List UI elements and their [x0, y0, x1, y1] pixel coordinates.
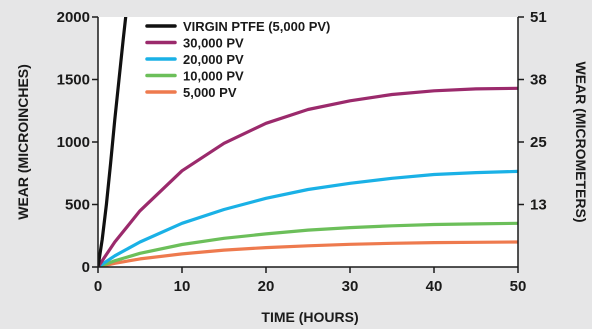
legend-label-3: 10,000 PV — [183, 69, 244, 84]
y-axis-title: WEAR (MICROINCHES) — [15, 64, 31, 220]
y-tick-label: 500 — [65, 197, 90, 214]
y-tick-label: 1500 — [57, 72, 90, 89]
x-tick-label: 0 — [94, 278, 102, 295]
y-tick-label: 1000 — [57, 134, 90, 151]
x-axis-title: TIME (HOURS) — [261, 309, 358, 325]
axes — [92, 16, 524, 273]
x-tick-label: 40 — [426, 278, 443, 295]
x-tick-label: 50 — [510, 278, 527, 295]
y2-tick-label: 13 — [530, 197, 547, 214]
series-line-0 — [98, 17, 128, 267]
x-tick-label: 20 — [258, 278, 275, 295]
legend-label-1: 30,000 PV — [183, 36, 244, 51]
x-tick-label: 10 — [174, 278, 191, 295]
y2-tick-label: 51 — [530, 9, 547, 26]
x-tick-label: 30 — [342, 278, 359, 295]
y-tick-label: 0 — [82, 259, 90, 276]
series-line-2 — [98, 169, 518, 267]
y2-axis-title: WEAR (MICROMETERS) — [573, 62, 589, 223]
y-tick-label: 2000 — [57, 9, 90, 26]
legend-label-4: 5,000 PV — [183, 85, 237, 100]
series-line-1 — [98, 86, 518, 267]
series-line-4 — [98, 240, 518, 267]
series-lines — [98, 17, 518, 267]
y2-tick-label: 25 — [530, 134, 547, 151]
y2-tick-label: 38 — [530, 72, 547, 89]
series-line-3 — [98, 221, 518, 267]
legend-label-2: 20,000 PV — [183, 52, 244, 67]
legend-label-0: VIRGIN PTFE (5,000 PV) — [183, 19, 330, 34]
